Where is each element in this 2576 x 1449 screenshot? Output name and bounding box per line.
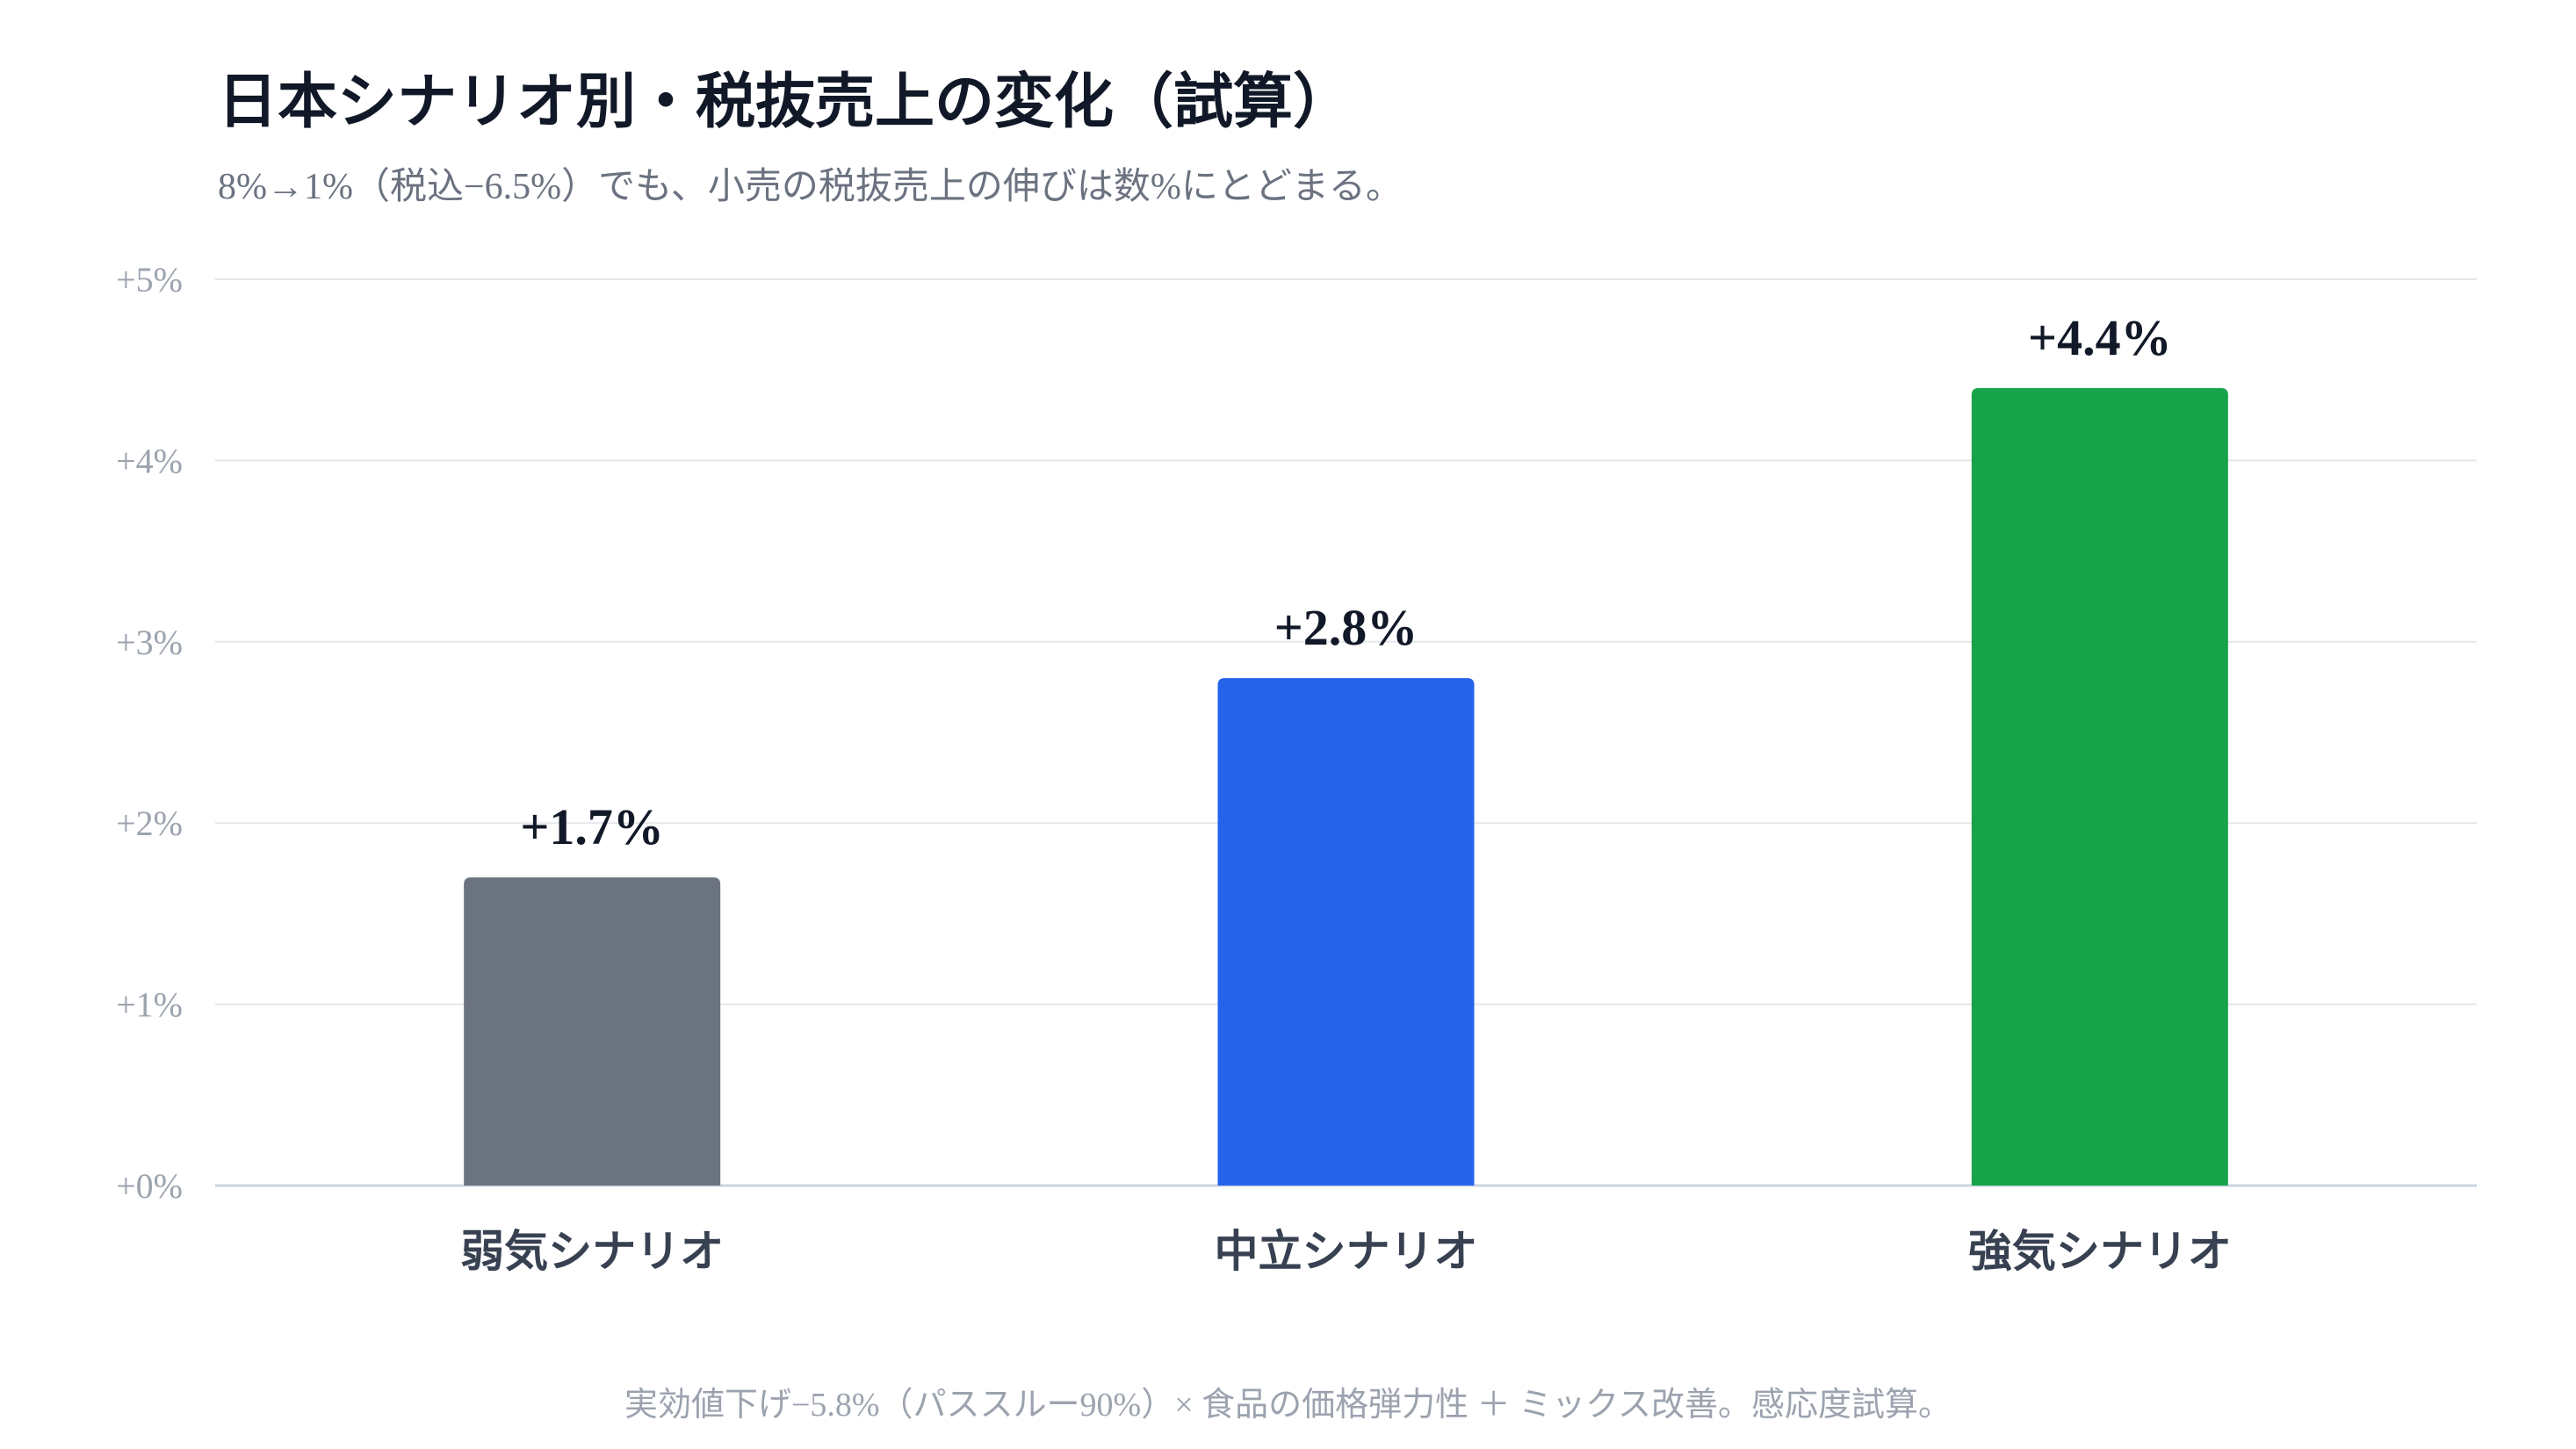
bar-value-label: +1.7% bbox=[520, 798, 664, 855]
y-tick-label: +3% bbox=[116, 623, 183, 662]
y-tick-label: +2% bbox=[116, 804, 183, 843]
x-axis-categories: 弱気シナリオ 中立シナリオ 強気シナリオ bbox=[460, 1227, 2232, 1276]
x-category-label: 中立シナリオ bbox=[1215, 1227, 1478, 1276]
bar bbox=[464, 877, 721, 1186]
y-tick-label: +1% bbox=[116, 985, 183, 1025]
y-tick-label: +5% bbox=[116, 260, 183, 299]
y-tick-label: +0% bbox=[116, 1166, 183, 1206]
y-axis-ticks: +0% +1% +2% +3% +4% +5% bbox=[116, 260, 183, 1206]
value-labels: +1.7% +2.8% +4.4% bbox=[520, 309, 2171, 855]
bars bbox=[464, 387, 2228, 1186]
chart-subtitle: 8%→1%（税込−6.5%）でも、小売の税抜売上の伸びは数%にとどまる。 bbox=[218, 167, 1403, 207]
bar bbox=[1217, 678, 1475, 1186]
chart-footnote: 実効値下げ−5.8%（パススルー90%）× 食品の価格弾力性 ＋ ミックス改善。… bbox=[624, 1387, 1952, 1424]
bar bbox=[1971, 387, 2228, 1186]
x-category-label: 弱気シナリオ bbox=[460, 1227, 724, 1276]
bar-value-label: +2.8% bbox=[1274, 599, 1418, 656]
bar-value-label: +4.4% bbox=[2028, 309, 2172, 366]
chart-title: 日本シナリオ別・税抜売上の変化（試算） bbox=[218, 68, 1353, 135]
y-tick-label: +4% bbox=[116, 441, 183, 480]
x-category-label: 強気シナリオ bbox=[1968, 1227, 2232, 1276]
